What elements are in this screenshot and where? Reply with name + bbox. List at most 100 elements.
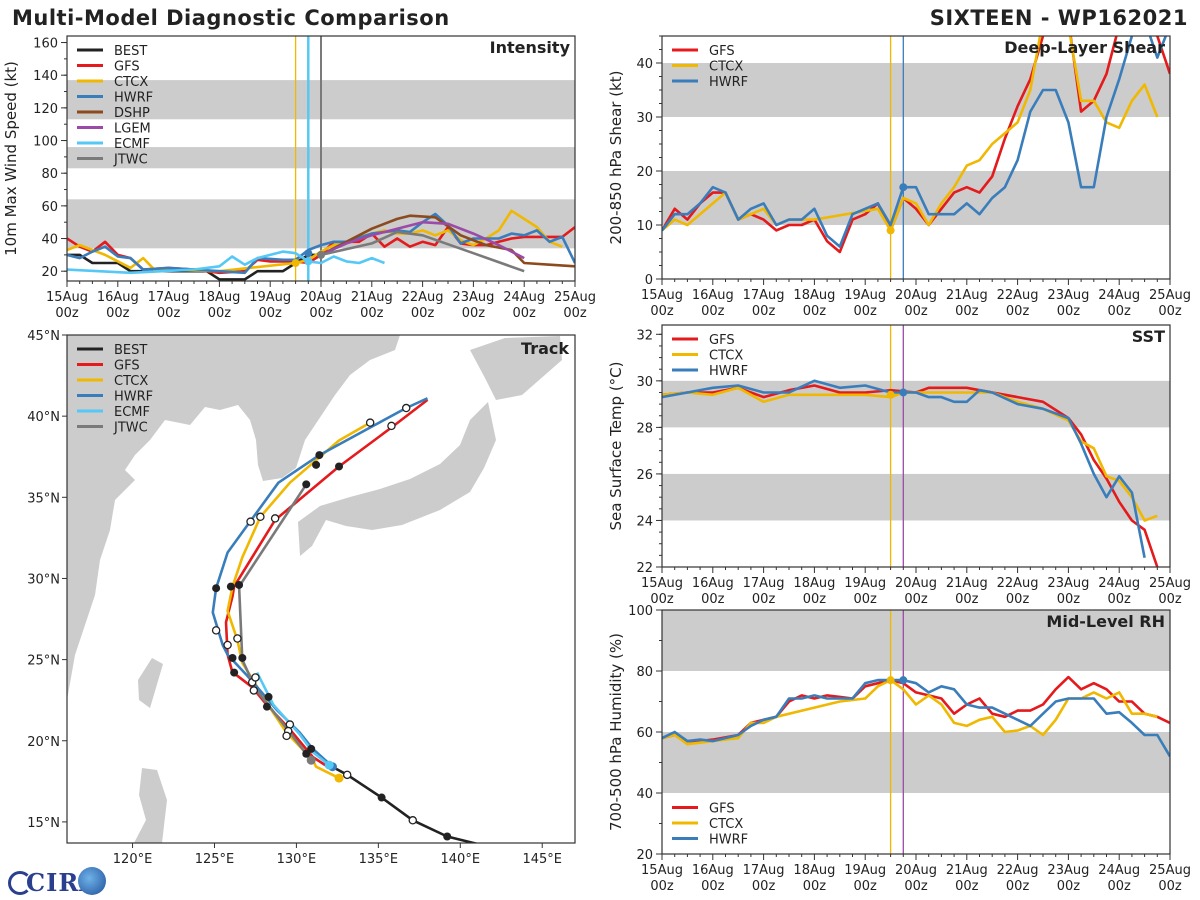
- x-tick-label-hour: 00z: [411, 306, 435, 321]
- land-taiwan: [138, 658, 163, 708]
- x-tick-label-hour: 00z: [106, 306, 130, 321]
- y-tick-label: 80: [41, 167, 58, 182]
- lon-tick-label: 125°E: [195, 852, 235, 867]
- init-point: [899, 388, 908, 397]
- legend-label-ctcx: CTCX: [114, 75, 148, 90]
- x-tick-label-date: 15Aug: [641, 863, 683, 878]
- legend-label-hwrf: HWRF: [114, 91, 153, 106]
- map-land: [67, 335, 562, 843]
- x-tick-label-hour: 00z: [904, 304, 928, 319]
- y-tick-label: 20: [636, 165, 653, 180]
- track-marker-open: [251, 673, 260, 682]
- y-tick-label: 24: [636, 514, 653, 529]
- init-point: [317, 250, 325, 259]
- legend-label-gfs: GFS: [709, 44, 735, 59]
- x-tick-label-hour: 00z: [803, 879, 827, 894]
- logo-emblem: [8, 871, 32, 895]
- x-tick-label-date: 17Aug: [743, 576, 785, 591]
- series-line-hwrf: [662, 36, 1168, 248]
- x-tick-label-date: 25Aug: [554, 290, 596, 305]
- series-line-ctcx: [662, 36, 1159, 232]
- x-tick-label-hour: 00z: [752, 592, 776, 607]
- lat-tick-label: 25°N: [27, 654, 60, 669]
- x-tick-label-hour: 00z: [563, 306, 587, 321]
- track-start-ctcx: [334, 773, 344, 783]
- y-tick-label: 22: [636, 561, 653, 576]
- legend-label-ctcx: CTCX: [709, 349, 743, 364]
- legend-label-hwrf: HWRF: [709, 364, 748, 379]
- series-line-gfs: [662, 384, 1159, 567]
- track-marker-open: [233, 634, 242, 643]
- x-tick-label-date: 24Aug: [1098, 288, 1140, 303]
- x-tick-label-hour: 00z: [1158, 879, 1182, 894]
- x-tick-label-hour: 00z: [1057, 879, 1081, 894]
- track-start-jtwc: [306, 755, 316, 765]
- init-point: [899, 183, 908, 192]
- legend-label-best: BEST: [114, 343, 147, 358]
- x-tick-label-hour: 00z: [208, 306, 232, 321]
- x-tick-label-date: 23Aug: [1047, 576, 1089, 591]
- track-start-ecmf: [324, 760, 334, 770]
- x-tick-label-hour: 00z: [513, 306, 537, 321]
- track-marker-open: [223, 640, 232, 650]
- legend-label-lgem: LGEM: [114, 122, 151, 137]
- x-tick-label-date: 24Aug: [1098, 863, 1140, 878]
- legend-label-ctcx: CTCX: [709, 60, 743, 75]
- lon-tick-label: 120°E: [113, 852, 153, 867]
- track-marker-open: [408, 816, 418, 825]
- series-line-hwrf: [67, 212, 575, 275]
- x-tick-label-hour: 00z: [259, 306, 283, 321]
- x-tick-label-hour: 00z: [650, 592, 674, 607]
- x-tick-label-hour: 00z: [955, 304, 979, 319]
- x-tick-label-date: 18Aug: [198, 290, 240, 305]
- track-marker-open: [365, 418, 375, 427]
- track-marker-filled: [238, 653, 247, 662]
- lat-tick-label: 45°N: [27, 329, 60, 344]
- track-marker-open: [387, 421, 396, 431]
- y-axis-label: Sea Surface Temp (°C): [607, 361, 625, 530]
- x-tick-label-hour: 00z: [157, 306, 181, 321]
- x-tick-label-date: 20Aug: [300, 290, 342, 305]
- x-tick-label-date: 23Aug: [1047, 863, 1089, 878]
- track-line-jtwc: [237, 483, 313, 761]
- x-tick-label-hour: 00z: [462, 306, 486, 321]
- x-tick-label-hour: 00z: [1006, 879, 1030, 894]
- track-marker-filled: [315, 451, 324, 460]
- legend-label-ecmf: ECMF: [114, 405, 150, 420]
- lon-tick-label: 135°E: [359, 852, 399, 867]
- x-tick-label-date: 21Aug: [351, 290, 393, 305]
- track-marker-open: [401, 403, 411, 413]
- y-tick-label: 32: [636, 328, 653, 343]
- y-tick-label: 26: [636, 468, 653, 483]
- init-point: [886, 226, 895, 235]
- land-hokkaido: [470, 336, 562, 400]
- series-line-lgem: [320, 220, 525, 260]
- land-japan: [298, 402, 496, 556]
- track-marker-filled: [226, 582, 235, 591]
- y-axis-label: 10m Max Wind Speed (kt): [2, 61, 20, 256]
- x-tick-label-date: 25Aug: [1149, 863, 1191, 878]
- x-tick-label-hour: 00z: [701, 304, 725, 319]
- y-tick-label: 0: [645, 273, 653, 288]
- cira-logo: CIRA: [4, 866, 108, 898]
- track-line-best: [328, 763, 479, 843]
- sst-plot-area: [662, 325, 1170, 567]
- series-line-jtwc: [320, 230, 525, 273]
- x-tick-label-date: 20Aug: [895, 576, 937, 591]
- x-tick-label-date: 24Aug: [1098, 576, 1140, 591]
- x-tick-label-date: 15Aug: [641, 288, 683, 303]
- x-tick-label-date: 25Aug: [1149, 576, 1191, 591]
- x-tick-label-hour: 00z: [360, 306, 384, 321]
- init-point: [899, 676, 908, 685]
- legend-label-ecmf: ECMF: [114, 137, 150, 152]
- panel-title: Track: [521, 339, 569, 358]
- track-marker-open: [246, 517, 255, 526]
- track-marker-open: [270, 514, 280, 523]
- x-tick-label-hour: 00z: [1057, 592, 1081, 607]
- track-marker-filled: [262, 702, 271, 711]
- x-tick-label-date: 16Aug: [692, 288, 734, 303]
- x-tick-label-date: 17Aug: [148, 290, 190, 305]
- x-tick-label-hour: 00z: [955, 879, 979, 894]
- track-marker-filled: [335, 462, 344, 471]
